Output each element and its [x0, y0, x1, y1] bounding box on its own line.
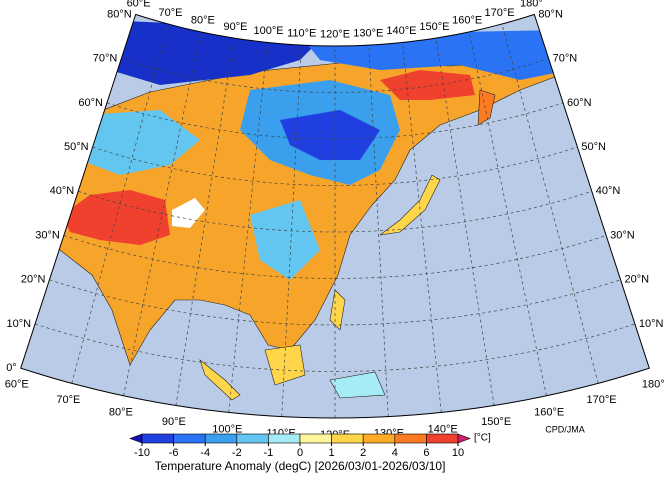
lon-label-bottom: 160°E [534, 406, 564, 418]
colorbar-bin [331, 433, 364, 444]
japan [379, 174, 441, 236]
lon-label-bottom: 80°E [109, 406, 133, 418]
borneo [264, 344, 306, 386]
lat-label-left: 80°N [107, 8, 132, 20]
colorbar-low-end [129, 433, 143, 444]
lon-label-bottom: 90°E [162, 416, 186, 428]
colorbar-unit: [°C] [474, 433, 491, 444]
lat-label-right: 20°N [625, 274, 650, 286]
lat-label-left: 20°N [21, 274, 46, 286]
credit: CPD/JMA [545, 424, 585, 434]
warm-north-east [380, 70, 475, 100]
colorbar-tick-label: -1 [264, 447, 274, 459]
meridian [435, 38, 495, 406]
parallel [121, 58, 549, 93]
colorbar-tick-label: 4 [392, 447, 398, 459]
anomaly-field [39, 20, 570, 401]
lat-label-left: 40°N [50, 185, 75, 197]
colorbar-bin [204, 433, 238, 444]
colorbar-tick-label: 2 [360, 447, 366, 459]
lon-label-top: 120°E [320, 29, 350, 41]
colorbar-tick-label: -6 [169, 447, 179, 459]
parallel [49, 279, 621, 326]
cool-west [80, 110, 200, 175]
lon-label-top: 70°E [158, 7, 182, 19]
colorbar-bin [141, 433, 174, 444]
lat-label-right: 60°N [567, 97, 592, 109]
cold-core [280, 110, 380, 160]
lon-label-bottom: 180° [642, 379, 665, 391]
lat-label-right: 50°N [581, 141, 606, 153]
colorbar-tick-label: -2 [232, 447, 242, 459]
lat-label-right: 30°N [610, 229, 635, 241]
lon-label-top: 130°E [353, 28, 383, 40]
lon-label-bottom: 70°E [56, 394, 80, 406]
lat-label-right: 70°N [553, 53, 578, 65]
lat-label-left: 70°N [93, 53, 118, 65]
colorbar-bin [426, 433, 459, 444]
colorbar-high-end [457, 433, 471, 444]
lon-label-top: 90°E [224, 21, 248, 33]
lat-label-left: 30°N [35, 229, 60, 241]
new-guinea [329, 371, 386, 399]
colorbar-bin [236, 433, 269, 444]
colorbar-tick-label: -4 [200, 447, 210, 459]
lon-label-bottom: 170°E [587, 394, 617, 406]
meridian [501, 23, 599, 384]
lat-label-left: 60°N [78, 97, 103, 109]
kamchatka [477, 89, 496, 126]
lon-label-bottom: 60°E [5, 379, 29, 391]
lon-label-top: 170°E [484, 7, 514, 19]
meridian [368, 45, 389, 417]
cool-south [250, 200, 320, 280]
parallel [92, 146, 578, 186]
colorbar-tick-label: 10 [452, 447, 464, 459]
lat-label-left: 50°N [64, 141, 89, 153]
lat-label-left: 0° [6, 362, 17, 374]
colorbar-tick-label: 6 [423, 447, 429, 459]
lon-label-top: 110°E [287, 28, 316, 40]
lon-label-bottom: 100°E [212, 423, 242, 435]
lon-label-top: 180° [520, 0, 543, 9]
lon-label-top: 60°E [127, 0, 151, 9]
parallel [63, 235, 607, 279]
colorbar-bin [268, 433, 301, 444]
colorbar-tick-label: 1 [329, 447, 335, 459]
lon-label-top: 140°E [386, 25, 416, 37]
lat-label-right: 10°N [639, 318, 664, 330]
missing-data [172, 198, 205, 228]
lat-label-right: 40°N [596, 185, 621, 197]
meridian [175, 38, 235, 406]
parallel [106, 102, 564, 140]
lon-label-top: 160°E [452, 15, 482, 27]
lon-label-top: 150°E [419, 21, 449, 33]
colorbar-bin [394, 433, 427, 444]
graticule [34, 23, 636, 418]
map-frame [20, 13, 650, 419]
lon-label-bottom: 150°E [481, 416, 511, 428]
meridian [123, 31, 202, 396]
lon-label-top: 80°E [191, 15, 215, 27]
colorbar-bin [173, 433, 206, 444]
colorbar-tick-label: -10 [134, 447, 150, 459]
colorbar-tick-label: 0 [297, 447, 303, 459]
meridian [468, 31, 547, 396]
lon-label-top: 100°E [254, 25, 284, 37]
colorbar-bin [362, 433, 396, 444]
warm-west [62, 190, 170, 245]
map-title: Temperature Anomaly (degC) [2026/03/01-2… [155, 459, 446, 473]
lon-label-bottom: 140°E [428, 423, 458, 435]
colorbar-bin [299, 433, 332, 444]
philippines [329, 289, 346, 331]
lat-label-left: 10°N [7, 318, 32, 330]
sumatra [199, 359, 241, 401]
lat-label-right: 80°N [538, 8, 563, 20]
